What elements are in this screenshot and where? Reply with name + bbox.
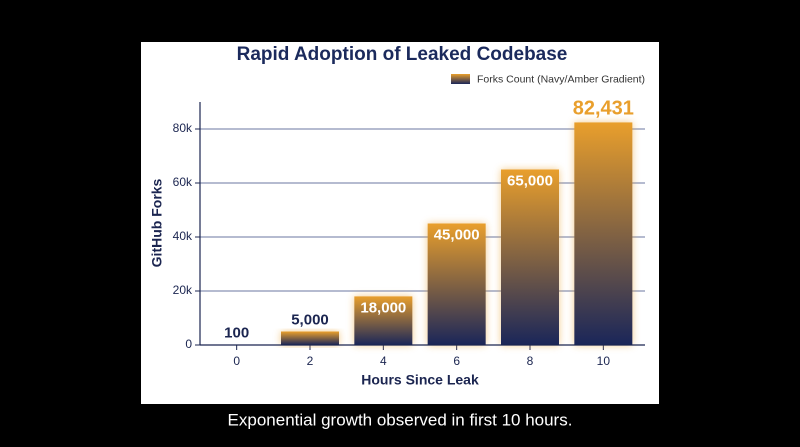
y-axis-label: GitHub Forks (149, 178, 165, 267)
x-tick-label: 4 (380, 354, 387, 368)
data-label: 65,000 (507, 172, 553, 189)
x-tick-label: 0 (233, 354, 240, 368)
data-label: 5,000 (291, 311, 329, 328)
data-label: 82,431 (573, 98, 634, 120)
legend-swatch (451, 74, 470, 84)
y-tick-label: 0 (185, 337, 192, 351)
bar (354, 296, 413, 345)
bar (574, 122, 633, 345)
x-axis-label: Hours Since Leak (361, 372, 479, 388)
subtitle-caption: Exponential growth observed in first 10 … (228, 410, 573, 429)
data-label: 100 (224, 325, 249, 342)
x-tick-label: 2 (307, 354, 314, 368)
y-tick-label: 20k (173, 283, 193, 297)
legend-label: Forks Count (Navy/Amber Gradient) (477, 73, 645, 85)
x-tick-label: 6 (453, 354, 460, 368)
x-tick-label: 10 (597, 354, 611, 368)
y-tick-label: 60k (173, 175, 193, 189)
y-tick-label: 40k (173, 229, 193, 243)
chart-title: Rapid Adoption of Leaked Codebase (237, 44, 568, 65)
y-tick-label: 80k (173, 121, 193, 135)
x-tick-label: 8 (527, 354, 534, 368)
bar (501, 169, 559, 345)
data-label: 18,000 (360, 299, 406, 316)
bar (427, 223, 486, 345)
bar (281, 331, 339, 345)
data-label: 45,000 (434, 226, 480, 243)
